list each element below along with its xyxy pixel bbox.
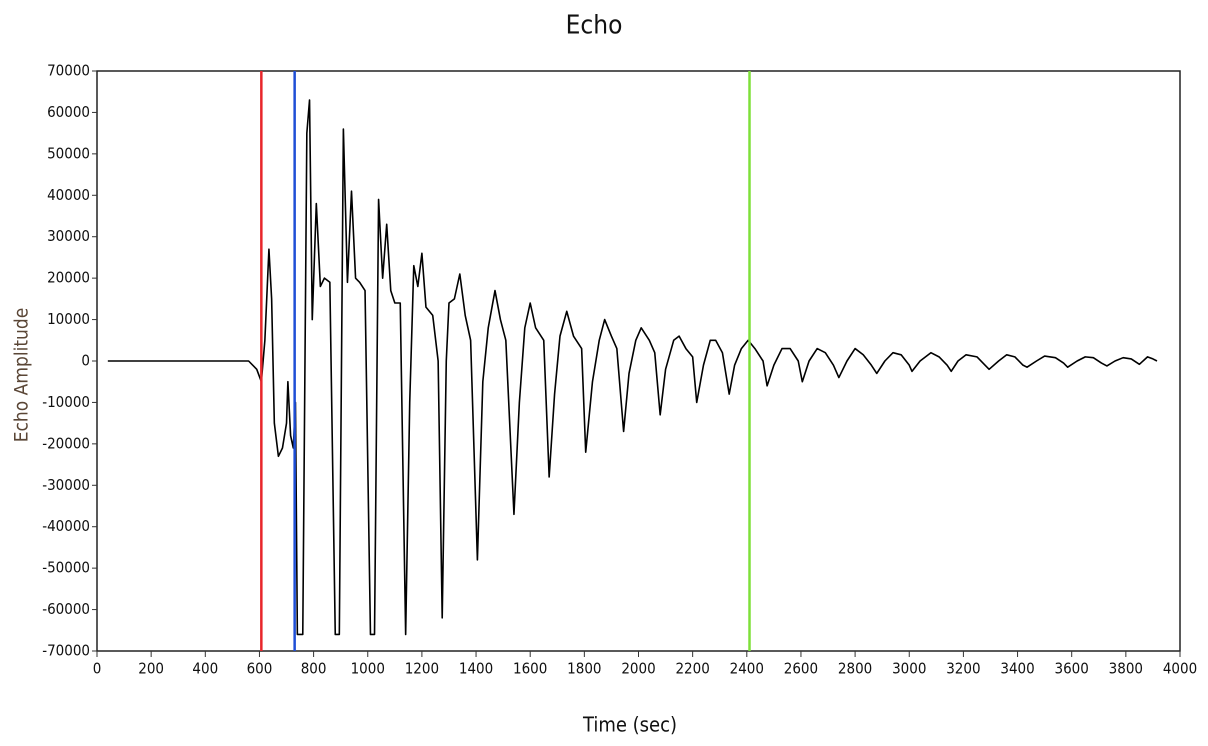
y-tick-label: 60000 <box>47 103 90 121</box>
x-tick-label: 800 <box>301 660 327 678</box>
y-tick-label: -40000 <box>42 517 90 535</box>
y-tick-label: 50000 <box>47 144 90 162</box>
x-tick-label: 3600 <box>1055 660 1089 678</box>
y-tick-label: 70000 <box>47 62 90 80</box>
x-tick-label: 600 <box>247 660 273 678</box>
y-tick-label: 40000 <box>47 186 90 204</box>
y-tick-label: 0 <box>81 352 90 370</box>
y-tick-label: -50000 <box>42 559 90 577</box>
y-tick-label: 20000 <box>47 269 90 287</box>
y-tick-label: 10000 <box>47 310 90 328</box>
x-tick-label: 3400 <box>1000 660 1034 678</box>
x-tick-label: 1600 <box>513 660 547 678</box>
x-tick-label: 0 <box>93 660 102 678</box>
y-tick-label: -70000 <box>42 642 90 660</box>
x-axis-title: Time (sec) <box>582 713 677 737</box>
y-tick-label: -60000 <box>42 600 90 618</box>
x-tick-label: 1200 <box>405 660 439 678</box>
x-tick-label: 1800 <box>567 660 601 678</box>
x-tick-label: 3800 <box>1109 660 1143 678</box>
y-tick-label: -30000 <box>42 476 90 494</box>
x-tick-label: 1000 <box>351 660 385 678</box>
x-tick-label: 2400 <box>730 660 764 678</box>
x-tick-label: 2000 <box>621 660 655 678</box>
chart-title: Echo <box>566 11 623 41</box>
echo-line <box>107 99 1158 636</box>
x-tick-label: 3000 <box>892 660 926 678</box>
x-tick-label: 2800 <box>838 660 872 678</box>
x-tick-label: 4000 <box>1163 660 1197 678</box>
x-tick-label: 2200 <box>675 660 709 678</box>
y-tick-label: -10000 <box>42 393 90 411</box>
y-tick-label: 30000 <box>47 227 90 245</box>
x-tick-label: 2600 <box>784 660 818 678</box>
x-tick-label: 200 <box>138 660 164 678</box>
x-tick-label: 3200 <box>946 660 980 678</box>
y-tick-label: -20000 <box>42 434 90 452</box>
x-tick-label: 400 <box>192 660 218 678</box>
x-tick-label: 1400 <box>459 660 493 678</box>
plot-frame <box>96 70 1181 652</box>
y-axis-title: Echo Amplitude <box>11 308 33 443</box>
